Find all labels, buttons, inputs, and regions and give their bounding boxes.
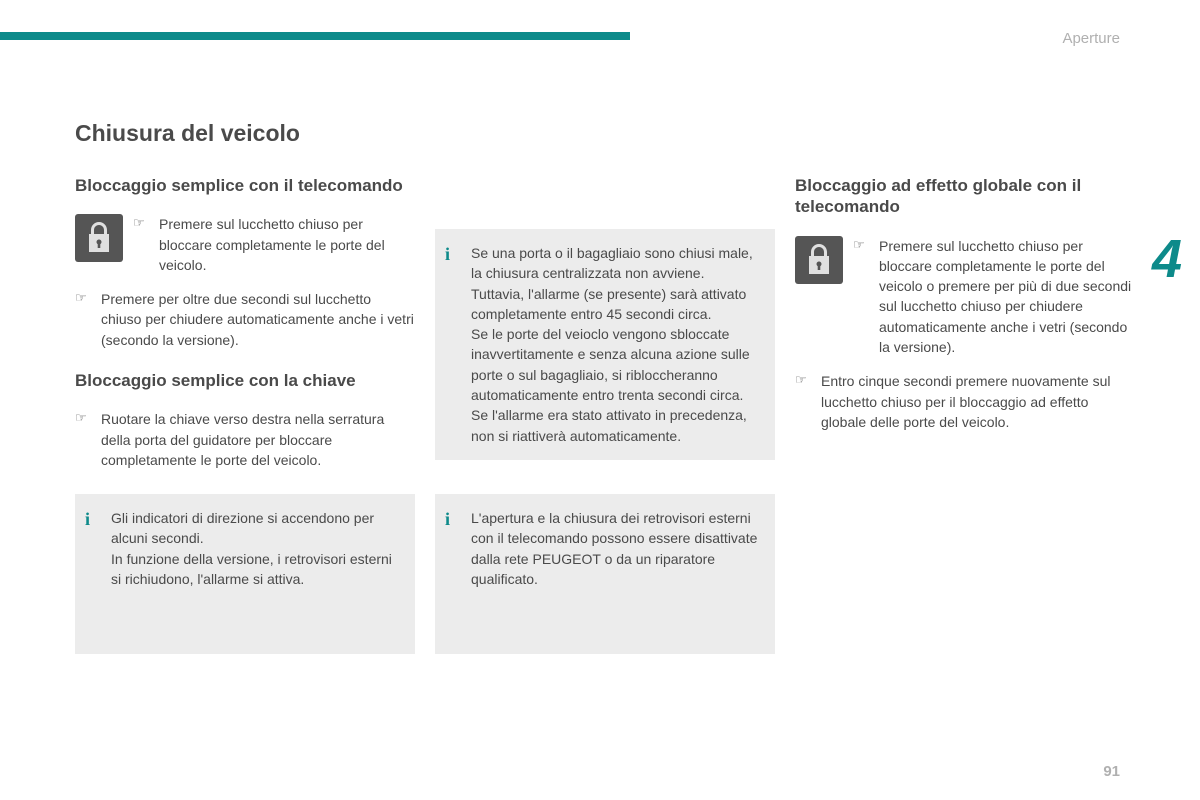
- bullet-text: Premere sul lucchetto chiuso per bloccar…: [879, 236, 1135, 358]
- page-content: Chiusura del veicolo Bloccaggio semplice…: [75, 120, 1135, 654]
- info-box-door-warning: i Se una porta o il bagagliaio sono chiu…: [435, 229, 775, 460]
- column-3: Bloccaggio ad effetto globale con il tel…: [795, 175, 1135, 654]
- bullet-text: Entro cinque secondi premere nuovamente …: [821, 371, 1135, 432]
- column-2: i Se una porta o il bagagliaio sono chiu…: [435, 175, 775, 654]
- column-1: Bloccaggio semplice con il telecomando ☞…: [75, 175, 415, 654]
- bullet-3: ☞ Ruotare la chiave verso destra nella s…: [75, 409, 415, 470]
- info-box-indicators: i Gli indicatori di direzione si accendo…: [75, 494, 415, 654]
- page-number: 91: [1103, 763, 1120, 780]
- section-header: Aperture: [1062, 30, 1120, 47]
- info-icon: i: [445, 508, 461, 528]
- bullet-text: Premere sul lucchetto chiuso per bloccar…: [159, 214, 415, 275]
- pointer-icon: ☞: [853, 236, 871, 358]
- info-text: Gli indicatori di direzione si accendono…: [111, 508, 401, 589]
- pointer-icon: ☞: [795, 371, 813, 432]
- pointer-icon: ☞: [75, 289, 93, 350]
- bullet-2: ☞ Premere per oltre due secondi sul lucc…: [75, 289, 415, 350]
- chapter-number: 4: [1152, 228, 1182, 290]
- info-box-mirrors: i L'apertura e la chiusura dei retroviso…: [435, 494, 775, 654]
- bullet-g2: ☞ Entro cinque secondi premere nuovament…: [795, 371, 1135, 432]
- info-icon: i: [85, 508, 101, 528]
- info-icon: i: [445, 243, 461, 446]
- heading-simple-key: Bloccaggio semplice con la chiave: [75, 370, 415, 391]
- bullet-text: Premere per oltre due secondi sul lucche…: [101, 289, 415, 350]
- columns-wrapper: Bloccaggio semplice con il telecomando ☞…: [75, 175, 1135, 654]
- icon-row-global: ☞ Premere sul lucchetto chiuso per blocc…: [795, 236, 1135, 358]
- bullet-1: ☞ Premere sul lucchetto chiuso per blocc…: [133, 214, 415, 275]
- bullet-g1: ☞ Premere sul lucchetto chiuso per blocc…: [853, 236, 1135, 358]
- info-text: L'apertura e la chiusura dei retrovisori…: [471, 508, 761, 589]
- lock-icon: [795, 236, 843, 284]
- heading-global-lock: Bloccaggio ad effetto globale con il tel…: [795, 175, 1135, 218]
- info-text: Se una porta o il bagagliaio sono chiusi…: [471, 243, 761, 446]
- icon-row-remote: ☞ Premere sul lucchetto chiuso per blocc…: [75, 214, 415, 275]
- spacer: [435, 175, 775, 215]
- top-accent-bar: [0, 32, 630, 40]
- lock-icon: [75, 214, 123, 262]
- pointer-icon: ☞: [133, 214, 151, 275]
- heading-simple-remote: Bloccaggio semplice con il telecomando: [75, 175, 415, 196]
- pointer-icon: ☞: [75, 409, 93, 470]
- bullet-text: Ruotare la chiave verso destra nella ser…: [101, 409, 415, 470]
- page-title: Chiusura del veicolo: [75, 120, 1135, 147]
